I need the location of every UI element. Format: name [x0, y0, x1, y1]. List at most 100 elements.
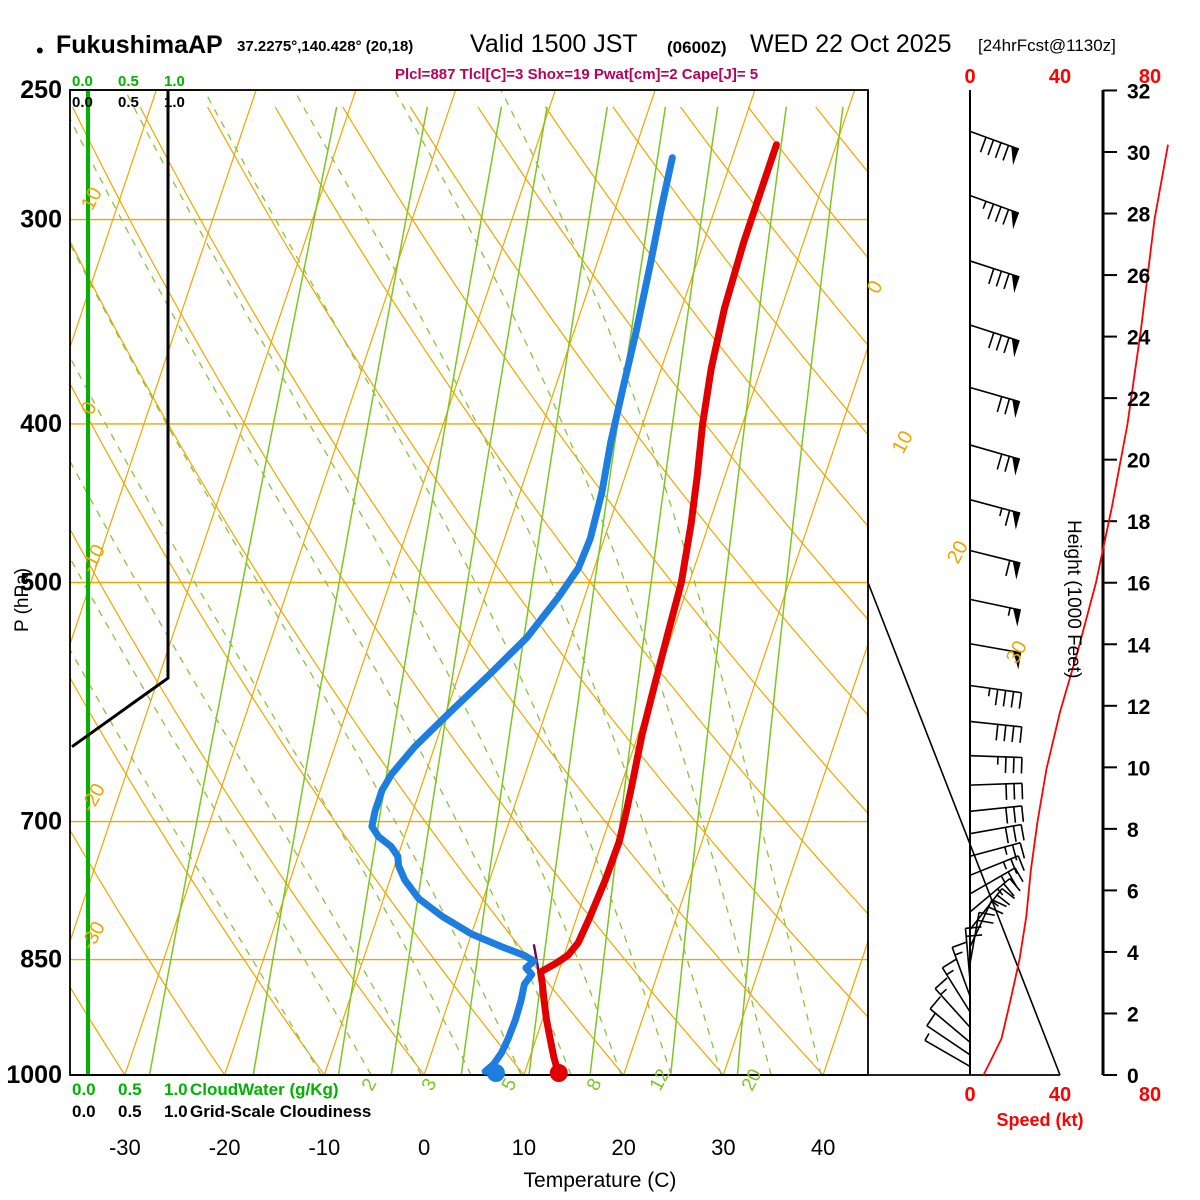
wind-speed-curve: [982, 144, 1169, 1076]
cloudwater-scale-tick: 1.0: [164, 73, 185, 90]
cloudiness-legend-tick: 1.0: [164, 1102, 188, 1121]
dry-adiabat-label: 10: [888, 427, 918, 457]
valid-time-utc: (0600Z): [667, 38, 727, 57]
temperature-tick: -10: [308, 1135, 340, 1160]
dry-adiabat-label: 0: [863, 277, 888, 297]
surface-temperature-dot: [549, 1064, 568, 1082]
wind-barb: [964, 926, 983, 981]
temperature-tick: -20: [209, 1135, 241, 1160]
cloudiness-legend-label: Grid-Scale Cloudiness: [190, 1102, 371, 1121]
height-tick: 22: [1127, 388, 1150, 411]
header: • FukushimaAP 37.2275°,140.428° (20,18) …: [0, 0, 1200, 90]
isotherm-label: -10: [77, 541, 110, 577]
mixing-ratio-label: 5: [498, 1075, 522, 1094]
pressure-axis-label: P (hPa): [12, 568, 33, 632]
height-tick: 8: [1127, 819, 1139, 842]
wind-barb: [969, 888, 1016, 931]
height-tick: 12: [1127, 696, 1150, 719]
wind-barb: [951, 941, 971, 997]
height-tick: 26: [1127, 265, 1150, 288]
wind-barb: [969, 194, 1020, 230]
temperature-axis-label: Temperature (C): [524, 1169, 677, 1192]
temperature-tick: -30: [109, 1135, 141, 1160]
wind-barb: [969, 444, 1021, 476]
speed-tick-top: 40: [1049, 66, 1071, 88]
wind-barb: [969, 386, 1021, 419]
mixing-ratio-label: 3: [418, 1075, 442, 1094]
pressure-tick: 250: [20, 76, 62, 104]
wind-barb: [934, 977, 971, 1028]
cloudwater-legend-tick: 1.0: [164, 1080, 188, 1099]
mixing-ratio-label: 20: [738, 1066, 766, 1095]
cloudwater-legend-tick: 0.5: [118, 1080, 142, 1099]
height-tick: 10: [1127, 757, 1150, 780]
height-tick: 2: [1127, 1003, 1139, 1026]
temperature-tick: 0: [418, 1135, 430, 1160]
station-coordinates: 37.2275°,140.428° (20,18): [237, 38, 414, 55]
wind-barb: [924, 1033, 971, 1068]
wind-barb: [969, 130, 1020, 166]
wind-barb: [969, 324, 1020, 358]
pressure-tick: 500: [20, 569, 62, 597]
wind-barb: [969, 805, 1025, 824]
pressure-tick: 300: [20, 206, 62, 234]
pressure-tick: 400: [20, 410, 62, 438]
valid-time: Valid 1500 JST: [470, 30, 638, 58]
speed-axis-label: Speed (kt): [996, 1110, 1083, 1130]
wind-barb: [969, 598, 1022, 627]
dry-adiabat-label: 20: [943, 537, 973, 567]
wind-barb: [926, 1012, 971, 1056]
cloudwater-legend-label: CloudWater (g/Kg): [190, 1080, 339, 1099]
cloudwater-legend-tick: 0.0: [72, 1080, 96, 1099]
height-tick: 4: [1127, 942, 1139, 965]
dry-adiabat-label: 30: [1002, 637, 1032, 667]
pressure-tick: 1000: [6, 1061, 62, 1089]
sounding-parameters: Plcl=887 Tlcl[C]=3 Shox=19 Pwat[cm]=2 Ca…: [395, 66, 759, 83]
height-tick: 32: [1127, 80, 1150, 103]
cloudiness-legend-tick: 0.0: [72, 1102, 96, 1121]
cloudwater-scale-tick: 0.5: [118, 73, 139, 90]
wind-barb: [969, 855, 1025, 877]
wind-barb: [941, 958, 971, 1013]
temperature-tick: 10: [512, 1135, 536, 1160]
forecast-tag: [24hrFcst@1130z]: [978, 36, 1116, 55]
station-marker-dot: •: [36, 38, 44, 63]
wind-barb: [969, 754, 1023, 774]
cloudiness-curve: [71, 90, 170, 748]
station-name: FukushimaAP: [56, 31, 223, 59]
isotherm-label: 10: [77, 184, 107, 214]
wind-barb: [929, 996, 971, 1043]
mixing-ratio-label: 8: [583, 1075, 607, 1094]
height-tick: 0: [1127, 1065, 1139, 1088]
cloudwater-scale-tick: 0.0: [72, 73, 93, 90]
wind-barb: [969, 498, 1021, 530]
isotherm-label: -30: [77, 918, 110, 954]
height-tick: 16: [1127, 573, 1150, 596]
temperature-tick: 20: [611, 1135, 635, 1160]
cloudiness-scale-tick: 0.5: [118, 94, 139, 111]
wind-barb: [969, 782, 1024, 800]
height-axis-label: Height (1000 Feet): [1063, 520, 1084, 678]
wind-barb: [969, 842, 1026, 861]
wind-barb: [969, 684, 1023, 709]
cloudiness-legend-tick: 0.5: [118, 1102, 142, 1121]
cloudiness-scale-tick: 1.0: [164, 94, 185, 111]
temperature-curve: [537, 141, 780, 1075]
isotherm-label: -20: [77, 780, 110, 816]
height-tick: 28: [1127, 204, 1151, 227]
speed-tick-bottom: 80: [1139, 1084, 1161, 1106]
surface-dewpoint-dot: [486, 1064, 505, 1082]
wind-barb: [969, 642, 1022, 670]
dewpoint-curve: [368, 154, 676, 1075]
wind-barb: [969, 720, 1023, 743]
cloudiness-scale-tick: 0.0: [72, 94, 93, 111]
pressure-tick: 850: [20, 946, 62, 974]
temperature-tick: 40: [811, 1135, 835, 1160]
speed-tick-bottom: 40: [1049, 1084, 1071, 1106]
wind-barb: [969, 823, 1025, 844]
pressure-tick: 700: [20, 808, 62, 836]
wind-barb: [969, 911, 995, 964]
height-tick: 14: [1127, 634, 1151, 657]
temperature-tick: 30: [711, 1135, 735, 1160]
